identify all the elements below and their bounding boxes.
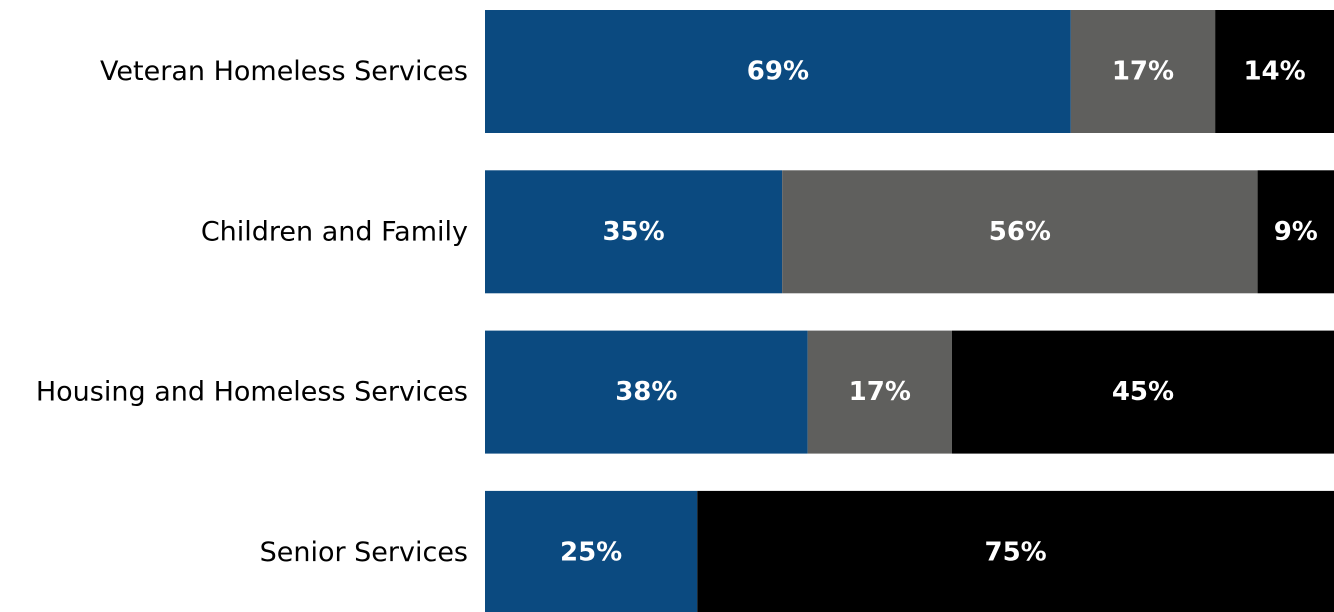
data-label-housing-and-homeless-services-1: 17%	[849, 377, 911, 407]
segment-labels: 69% 17% 14% 35% 56% 9% 38% 17% 45% 25% 75%	[560, 57, 1318, 568]
category-labels: Veteran Homeless Services Children and Fa…	[36, 56, 468, 568]
category-label-senior-services: Senior Services	[260, 537, 468, 568]
bar-segment-veteran-homeless-services-0	[485, 10, 1071, 133]
category-label-housing-and-homeless-services: Housing and Homeless Services	[36, 377, 468, 408]
data-label-senior-services-0: 25%	[560, 537, 622, 567]
data-label-children-and-family-2: 9%	[1274, 217, 1318, 247]
bar-segment-children-and-family-0	[485, 170, 783, 294]
data-label-housing-and-homeless-services-0: 38%	[615, 377, 677, 407]
data-label-veteran-homeless-services-0: 69%	[747, 57, 809, 87]
bar-segment-veteran-homeless-services-1	[1070, 10, 1216, 133]
bar-segment-housing-and-homeless-services-0	[485, 330, 808, 454]
category-label-children-and-family: Children and Family	[201, 216, 468, 247]
bar-segment-veteran-homeless-services-2	[1215, 10, 1334, 133]
bar-segment-children-and-family-1	[782, 170, 1258, 294]
category-label-veteran-homeless-services: Veteran Homeless Services	[100, 56, 468, 87]
bar-segment-housing-and-homeless-services-2	[951, 330, 1334, 454]
bar-segment-housing-and-homeless-services-1	[807, 330, 952, 454]
data-label-children-and-family-0: 35%	[602, 217, 664, 247]
data-label-housing-and-homeless-services-2: 45%	[1112, 377, 1174, 407]
bar-segment-senior-services-0	[485, 490, 698, 612]
bar-segment-children-and-family-2	[1257, 170, 1334, 294]
data-label-veteran-homeless-services-2: 14%	[1243, 57, 1305, 87]
data-label-children-and-family-1: 56%	[989, 217, 1051, 247]
bar-segment-senior-services-2	[697, 490, 1334, 612]
data-label-senior-services-2: 75%	[985, 537, 1047, 567]
data-label-veteran-homeless-services-1: 17%	[1112, 57, 1174, 87]
bars	[485, 10, 1334, 612]
